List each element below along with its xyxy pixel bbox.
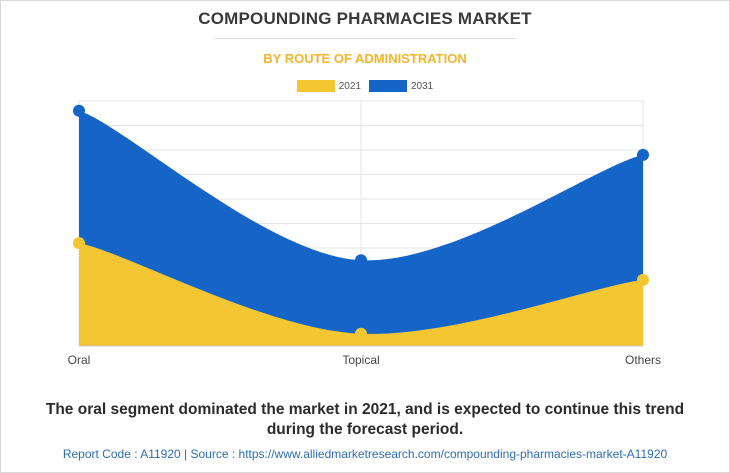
x-tick-label: Others [625,353,661,367]
point-2031-topical [355,254,367,267]
title-divider [215,38,515,39]
area-series-2021 [79,243,643,346]
x-tick-label: Oral [68,353,91,367]
legend-swatch-2021 [296,80,335,92]
x-tick-label: Topical [342,353,379,367]
point-2021-oral [73,237,85,250]
point-2021-topical [355,327,367,340]
chart-caption: The oral segment dominated the market in… [45,401,685,438]
legend-label-2031: 2031 [411,80,434,92]
point-2031-others [637,148,649,161]
legend: 2021 2031 [0,80,730,92]
legend-label-2021: 2021 [338,80,361,92]
chart-title: COMPOUNDING PHARMACIES MARKET [198,9,532,28]
point-2021-others [637,273,649,286]
area-series-2031 [79,110,643,346]
chart-subtitle: BY ROUTE OF ADMINISTRATION [263,51,467,66]
footer-separator: | [180,447,191,461]
report-code-label: Report Code : [62,447,141,461]
legend-item-2031[interactable]: 2031 [369,80,433,92]
footer: Report Code : A11920 | Source : https://… [0,447,730,461]
legend-item-2021[interactable]: 2021 [296,80,361,92]
source-link[interactable]: https://www.alliedmarketresearch.com/com… [238,447,668,461]
source-label: Source : [190,447,239,461]
legend-swatch-2031 [369,80,407,92]
report-code: A11920 [140,447,181,461]
point-2031-oral [73,104,85,117]
area-chart: Oral Topical Others [68,100,661,367]
